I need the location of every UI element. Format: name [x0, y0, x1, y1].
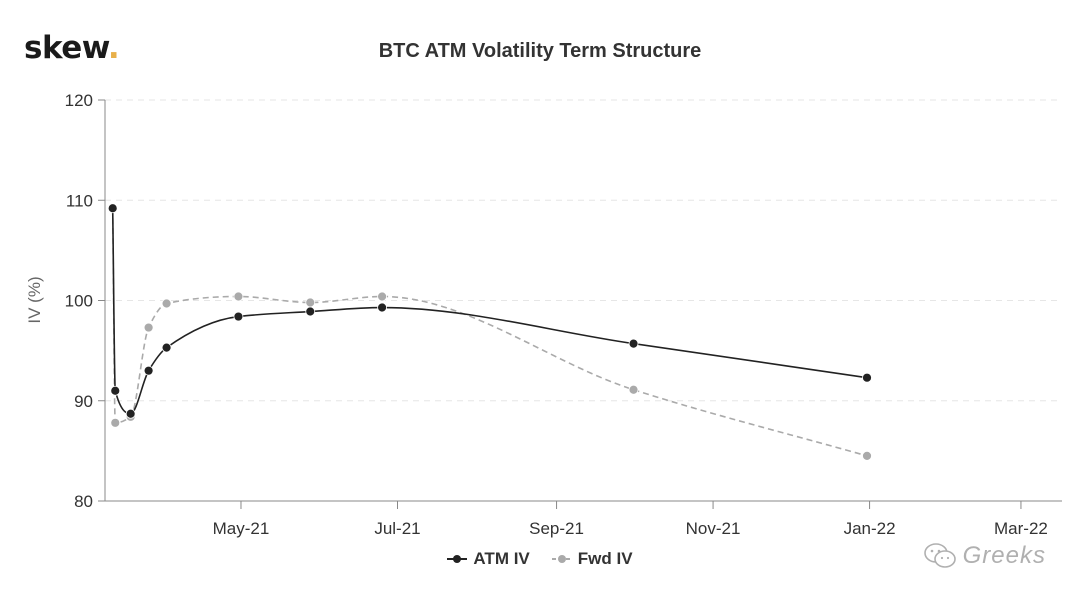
data-point-fwd-iv[interactable] — [161, 298, 172, 309]
y-tick-label: 120 — [65, 91, 93, 110]
legend-swatch-fwd-iv — [551, 553, 572, 565]
watermark: Greeks — [923, 542, 1046, 570]
y-tick-label: 90 — [74, 392, 93, 411]
watermark-text: Greeks — [962, 542, 1046, 569]
logo-dot: . — [107, 30, 120, 66]
series-line-atm-iv — [111, 208, 868, 415]
data-point-fwd-iv[interactable] — [233, 291, 244, 302]
legend-swatch-atm-iv — [447, 553, 468, 565]
x-tick-label: Jul-21 — [374, 519, 420, 538]
data-point-atm-iv[interactable] — [305, 306, 316, 317]
x-tick-label: Jan-22 — [844, 519, 896, 538]
data-point-atm-iv[interactable] — [377, 302, 387, 313]
series-line-fwd-iv — [111, 208, 868, 457]
x-tick-labels: May-21 Jul-21 Sep-21 Nov-21 Jan-22 Mar-22 — [213, 519, 1048, 538]
data-point-atm-iv[interactable] — [628, 338, 639, 349]
legend-label-fwd-iv: Fwd IV — [577, 549, 633, 568]
y-tick-label: 110 — [66, 191, 93, 210]
wechat-icon — [923, 543, 956, 568]
data-point-atm-iv[interactable] — [862, 372, 872, 383]
data-point-fwd-iv[interactable] — [305, 297, 316, 308]
legend: ATM IV Fwd IV — [0, 549, 1080, 569]
skew-logo: skew. — [24, 30, 120, 66]
x-tick-label: Sep-21 — [529, 519, 584, 538]
grid-lines — [105, 99, 1062, 402]
data-point-atm-iv[interactable] — [125, 408, 136, 419]
legend-item-fwd-iv[interactable]: Fwd IV — [551, 549, 633, 569]
data-point-atm-iv[interactable] — [161, 342, 172, 353]
y-tick-label: 100 — [65, 292, 93, 311]
data-point-fwd-iv[interactable] — [143, 322, 154, 333]
data-point-atm-iv[interactable] — [107, 203, 118, 214]
data-point-atm-iv[interactable] — [233, 311, 244, 322]
data-point-atm-iv[interactable] — [143, 365, 154, 376]
chart-title: BTC ATM Volatility Term Structure — [378, 40, 702, 62]
x-tick-label: May-21 — [213, 519, 270, 538]
legend-item-atm-iv[interactable]: ATM IV — [447, 549, 530, 569]
data-point-fwd-iv[interactable] — [628, 384, 639, 395]
legend-label-atm-iv: ATM IV — [473, 549, 530, 568]
data-point-fwd-iv[interactable] — [862, 450, 872, 461]
data-point-fwd-iv[interactable] — [110, 417, 121, 428]
x-tick-label: Nov-21 — [686, 519, 741, 538]
data-point-fwd-iv[interactable] — [377, 291, 387, 302]
y-tick-label: 80 — [74, 492, 93, 511]
series-layer — [107, 203, 872, 461]
x-tick-label: Mar-22 — [994, 519, 1048, 538]
y-tick-labels: 80 90 100 110 120 — [65, 91, 93, 511]
axes — [98, 99, 1062, 509]
logo-text: skew — [24, 30, 108, 66]
data-point-atm-iv[interactable] — [110, 385, 121, 396]
y-axis-label: IV (%) — [25, 276, 44, 323]
